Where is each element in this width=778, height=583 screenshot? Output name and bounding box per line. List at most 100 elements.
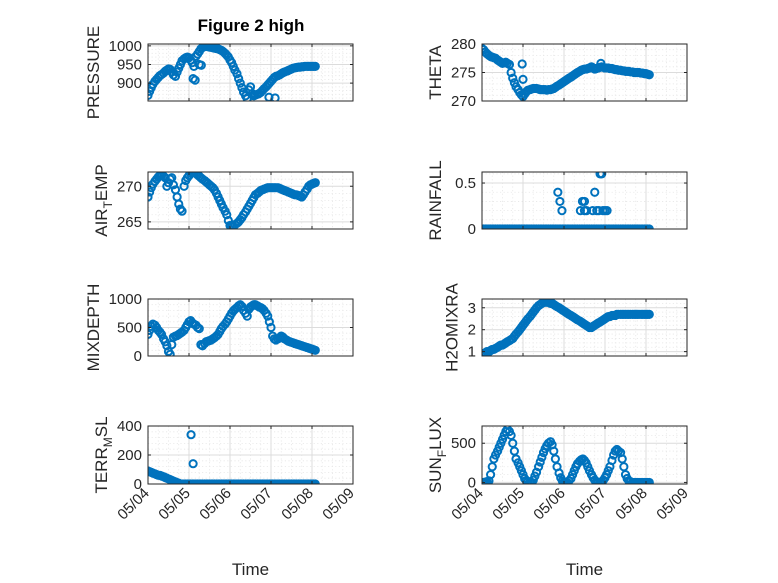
y-label-main: MIXDEPTH (84, 284, 103, 372)
data-point (156, 329, 167, 339)
data-point (186, 430, 196, 440)
data-point (263, 311, 273, 321)
data-point (232, 69, 242, 79)
data-point (644, 309, 654, 319)
y-label-main: RAINFALL (426, 160, 445, 240)
y-tick-label: 1000 (109, 291, 142, 308)
data-point (177, 206, 187, 216)
y-tick-label: 270 (451, 93, 476, 110)
data-point (179, 181, 189, 191)
axes-box (147, 171, 354, 230)
y-tick-label: 500 (451, 435, 476, 452)
data-point (174, 199, 184, 209)
data-series (148, 300, 320, 356)
y-label-tail: LUX (426, 417, 445, 450)
x-tick-label: 05/08 (612, 485, 651, 524)
data-point (148, 192, 153, 202)
data-point (644, 70, 654, 80)
data-point (188, 459, 198, 469)
data-point (557, 206, 567, 216)
plot-area (482, 172, 687, 229)
data-point (168, 180, 179, 190)
y-tick-label: 2 (468, 322, 476, 339)
data-series (148, 44, 320, 101)
x-axis-label: Time (232, 560, 269, 579)
y-tick-label: 950 (117, 56, 142, 73)
data-series (482, 426, 654, 484)
figure-title: Figure 2 high (198, 16, 305, 35)
data-point (610, 446, 620, 456)
y-tick-label: 0 (468, 474, 476, 491)
y-tick-label: 0 (134, 348, 142, 365)
chart-h2omixra: 1 2 3 H2OMIXRA (443, 282, 688, 372)
y-label-subscript: F (435, 450, 449, 457)
data-series (482, 299, 654, 356)
data-point (310, 345, 320, 355)
y-tick-label: 500 (117, 320, 142, 337)
chart-theta: 270 275 280 THETA (426, 36, 688, 110)
chart-rainfall: 0 0.5 RAINFALL (426, 160, 688, 241)
chart-mixdepth: 0 500 1000 MIXDEPTH (84, 284, 354, 372)
y-tick-label: 200 (117, 447, 142, 464)
y-tick-label: 275 (451, 65, 476, 82)
y-axis-label: H2OMIXRA (443, 282, 462, 371)
data-point (508, 73, 518, 83)
data-point (588, 206, 598, 216)
data-point (581, 206, 592, 216)
y-label-main: PRESSURE (84, 26, 103, 120)
data-point (555, 196, 565, 207)
data-point (170, 71, 181, 82)
y-label-tail: SL (92, 416, 111, 437)
axes-box (481, 171, 688, 230)
y-axis-label: THETA (426, 45, 445, 100)
y-tick-label: 1 (468, 344, 476, 361)
y-label-tail: EMP (92, 164, 111, 201)
y-tick-label: 0 (468, 221, 476, 238)
y-label-subscript: M (101, 437, 115, 447)
y-tick-label: 3 (468, 300, 476, 317)
data-point (234, 74, 244, 84)
data-point (590, 187, 600, 197)
data-series (148, 172, 320, 229)
x-tick-label: 05/09 (653, 485, 692, 524)
x-tick-label: 05/06 (196, 485, 235, 524)
data-point (148, 187, 155, 197)
data-point (602, 206, 612, 216)
data-point (607, 455, 617, 466)
y-label-main: AIR (92, 208, 111, 236)
data-point (579, 196, 590, 207)
y-tick-label: 0.5 (455, 175, 476, 192)
data-point (517, 59, 527, 69)
axes-box (147, 43, 354, 102)
data-point (506, 67, 516, 78)
data-point (537, 452, 547, 462)
data-point (504, 59, 515, 70)
y-label-main: H2OMIXRA (443, 282, 462, 371)
y-label-main: SUN (426, 457, 445, 493)
y-tick-label: 280 (451, 36, 476, 53)
data-point (518, 74, 528, 84)
y-axis-label: AIRTEMP (92, 164, 115, 237)
data-point (310, 178, 320, 188)
y-axis-label: PRESSURE (84, 26, 103, 120)
data-point (553, 187, 563, 197)
y-tick-label: 265 (117, 214, 142, 231)
x-tick-label: 05/07 (237, 485, 276, 524)
data-point (194, 324, 204, 334)
data-point (190, 75, 200, 85)
data-point (264, 317, 274, 327)
y-axis-label: RAINFALL (426, 160, 445, 240)
x-tick-label: 05/07 (571, 485, 610, 524)
data-point (554, 468, 564, 478)
x-tick-label: 05/05 (489, 485, 528, 524)
data-point (575, 206, 586, 216)
y-tick-label: 1000 (109, 38, 142, 55)
y-tick-label: 900 (117, 75, 142, 92)
y-axis-label: TERRMSL (92, 416, 115, 493)
axes-box (481, 425, 688, 485)
x-tick-label: 05/09 (319, 485, 358, 524)
